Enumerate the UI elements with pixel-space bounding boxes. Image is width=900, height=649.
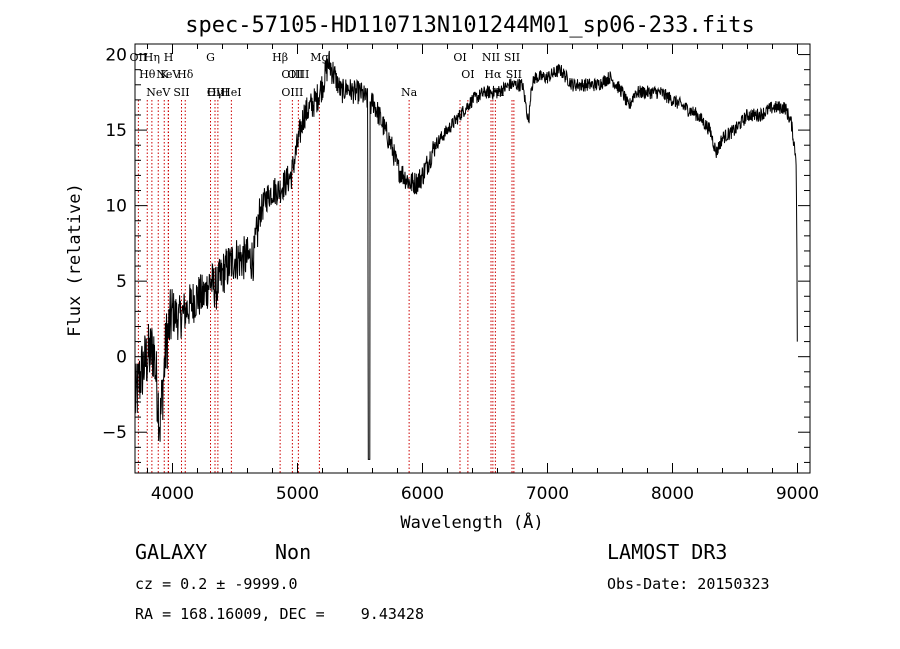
x-tick-label: 7000 (526, 484, 569, 504)
emission-line-label: HeI (221, 86, 241, 99)
emission-line-label: Hγ (207, 86, 224, 99)
survey-name: LAMOST DR3 (607, 540, 727, 564)
emission-line-label: Hη (144, 51, 160, 64)
emission-line-label: OIII (281, 86, 303, 99)
coordinates-text: RA = 168.16009, DEC = 9.43428 (135, 605, 424, 623)
emission-line-label: NeV (146, 86, 171, 99)
spectrum-line (134, 50, 798, 460)
emission-line-label: OI (453, 51, 466, 64)
emission-line-label: OIII (207, 86, 229, 99)
emission-line-label: Hα (484, 68, 502, 81)
y-axis-label: Flux (relative) (65, 183, 85, 337)
emission-line-labels: NeVNeVOIIHηHθOIIIHKHeIHδSIIGOIIIHγHβOIII… (130, 51, 522, 99)
axis-ticks (135, 44, 810, 473)
obs-date-text: Obs-Date: 20150323 (607, 575, 770, 593)
y-tick-label: 15 (105, 121, 127, 141)
emission-line-label: OI (461, 68, 474, 81)
emission-line-label: SII (504, 51, 520, 64)
emission-line-label: SII (173, 86, 189, 99)
emission-line-label: NeV (156, 68, 181, 81)
emission-line-label: OIII (281, 68, 303, 81)
x-tick-label: 6000 (401, 484, 444, 504)
object-subclass: Non (275, 540, 311, 564)
axis-tick-labels: 4000 5000 6000 7000 8000 9000 −5 0 5 10 15 20 (102, 46, 819, 504)
emission-line-label: Na (401, 86, 418, 99)
y-tick-label: 0 (116, 348, 127, 368)
x-axis-label: Wavelength (Å) (400, 511, 543, 533)
x-tick-label: 9000 (776, 484, 819, 504)
emission-line-label: OIII (287, 68, 309, 81)
emission-line-label: G (206, 51, 215, 64)
x-tick-label: 5000 (276, 484, 319, 504)
y-tick-label: 10 (105, 197, 127, 217)
emission-line-label: K (160, 68, 169, 81)
y-tick-label: 5 (116, 272, 127, 292)
x-tick-label: 8000 (651, 484, 694, 504)
object-class: GALAXY (135, 540, 207, 564)
emission-line-label: NII (482, 51, 500, 64)
emission-line-markers (137, 100, 515, 473)
x-tick-label: 4000 (151, 484, 194, 504)
redshift-text: cz = 0.2 ± -9999.0 (135, 575, 298, 593)
emission-line-label: Hβ (272, 51, 288, 64)
emission-line-label: Mg (310, 51, 328, 64)
y-tick-label: 20 (105, 46, 127, 66)
y-tick-label: −5 (102, 423, 127, 443)
emission-line-label: H (164, 51, 174, 64)
emission-line-label: SII (506, 68, 522, 81)
chart-title: spec-57105-HD110713N101244M01_sp06-233.f… (185, 13, 755, 38)
emission-line-label: Hθ (139, 68, 156, 81)
emission-line-label: Hδ (177, 68, 194, 81)
